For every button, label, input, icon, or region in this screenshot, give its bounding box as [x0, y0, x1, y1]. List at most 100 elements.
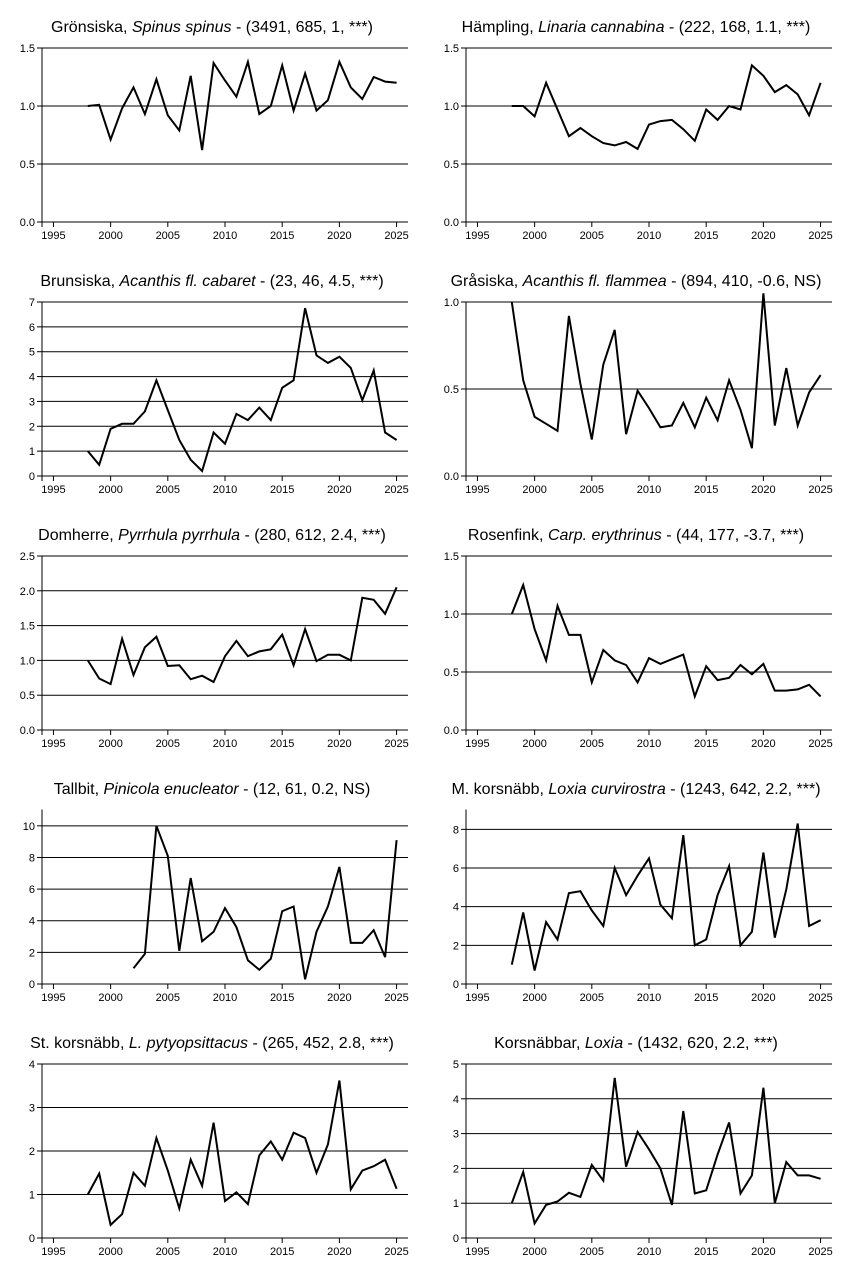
y-tick-label: 0: [453, 979, 459, 991]
x-tick-label: 2005: [580, 992, 604, 1004]
chart-title: Brunsiska, Acanthis fl. cabaret - (23, 4…: [0, 272, 424, 292]
y-tick-label: 8: [29, 852, 35, 864]
chart-plot: 0 1 2 3 4 1995 2000 2005 2010 2015 2020 2025: [29, 1059, 409, 1258]
series-line: [132, 825, 398, 980]
y-tick-label: 0.5: [444, 159, 459, 171]
chart-plot: 0.0 0.5 1.0 1.5 2.0 2.5 1995 2000 2005 2010 2015 20…: [20, 551, 409, 750]
chart-panel: Tallbit, Pinicola enucleator - (12, 61, …: [0, 762, 424, 1016]
x-tick-label: 2020: [327, 738, 351, 750]
chart-plot: 0 1 2 3 4 5 6 7 1995 2000 2005 2010 2015 2020 2025: [29, 297, 409, 496]
x-tick-label: 2025: [384, 738, 408, 750]
x-tick-label: 2010: [637, 484, 661, 496]
series-line: [510, 293, 822, 449]
chart-title-stats: - (1432, 620, 2.2, ***): [623, 1035, 778, 1052]
x-tick-label: 2015: [694, 992, 718, 1004]
x-tick-label: 2000: [522, 484, 546, 496]
series-line: [87, 58, 397, 151]
chart-title-stats: - (23, 46, 4.5, ***): [255, 273, 384, 290]
x-tick-label: 2015: [270, 484, 294, 496]
chart-title-common: Korsnäbbar,: [494, 1035, 585, 1052]
x-tick-label: 2010: [213, 738, 237, 750]
x-tick-label: 2010: [637, 992, 661, 1004]
y-tick-label: 3: [29, 1103, 35, 1115]
x-tick-label: 2025: [384, 992, 408, 1004]
x-tick-label: 2005: [580, 738, 604, 750]
series-line: [511, 63, 822, 151]
y-tick-label: 1.0: [20, 655, 35, 667]
x-tick-label: 2015: [694, 1246, 718, 1258]
y-tick-label: 0: [453, 1233, 459, 1245]
chart-title-species: L. pytyopsittacus: [128, 1035, 249, 1052]
chart-panel: Domherre, Pyrrhula pyrrhula - (280, 612,…: [0, 508, 424, 762]
x-tick-label: 2025: [384, 230, 408, 242]
chart-plot: 0 1 2 3 4 5 1995 2000 2005 2010 2015 2020 2025: [453, 1059, 833, 1258]
chart-title-stats: - (12, 61, 0.2, NS): [238, 781, 371, 798]
x-tick-label: 2010: [637, 1246, 661, 1258]
x-tick-label: 2000: [522, 1246, 546, 1258]
x-tick-label: 2015: [270, 738, 294, 750]
chart-plot: 0.0 0.5 1.0 1.5 1995 2000 2005 2010 2015 2020 2025: [20, 43, 409, 242]
chart-panel: Hämpling, Linaria cannabina - (222, 168,…: [424, 0, 848, 254]
chart-panel: M. korsnäbb, Loxia curvirostra - (1243, …: [424, 762, 848, 1016]
y-tick-label: 0.5: [444, 384, 459, 396]
chart-title-species: Pyrrhula pyrrhula: [118, 527, 240, 544]
chart-title-common: Domherre,: [38, 527, 119, 544]
y-tick-label: 1.5: [444, 43, 459, 55]
y-tick-label: 0.0: [20, 217, 35, 229]
y-tick-label: 0: [29, 1233, 35, 1245]
x-tick-label: 2020: [751, 992, 775, 1004]
series-line: [510, 581, 822, 700]
chart-title: Domherre, Pyrrhula pyrrhula - (280, 612,…: [0, 526, 424, 546]
y-tick-label: 2: [29, 421, 35, 433]
x-tick-label: 2020: [327, 1246, 351, 1258]
chart-title-stats: - (894, 410, -0.6, NS): [666, 273, 822, 290]
x-tick-label: 2010: [213, 1246, 237, 1258]
chart-panel: Korsnäbbar, Loxia - (1432, 620, 2.2, ***…: [424, 1016, 848, 1270]
y-tick-label: 6: [29, 884, 35, 896]
x-tick-label: 1995: [41, 992, 65, 1004]
y-tick-label: 0.0: [444, 217, 459, 229]
chart-title-stats: - (3491, 685, 1, ***): [231, 19, 373, 36]
x-tick-label: 2020: [751, 484, 775, 496]
series-line: [510, 823, 822, 971]
y-tick-label: 1.0: [20, 101, 35, 113]
x-tick-label: 2020: [327, 992, 351, 1004]
x-tick-label: 2015: [270, 230, 294, 242]
y-tick-label: 10: [23, 821, 35, 833]
y-tick-label: 0: [29, 471, 35, 483]
chart-title: Rosenfink, Carp. erythrinus - (44, 177, …: [424, 526, 848, 546]
x-tick-label: 1995: [41, 484, 65, 496]
chart-panel: St. korsnäbb, L. pytyopsittacus - (265, …: [0, 1016, 424, 1270]
y-tick-label: 4: [453, 1094, 459, 1106]
x-tick-label: 2005: [580, 230, 604, 242]
y-tick-label: 6: [29, 322, 35, 334]
x-tick-label: 2025: [384, 484, 408, 496]
chart-title-stats: - (1243, 642, 2.2, ***): [665, 781, 821, 798]
y-tick-label: 0: [29, 979, 35, 991]
chart-title-species: Spinus spinus: [131, 19, 232, 36]
chart-plot: 0.0 0.5 1.0 1995 2000 2005 2010 2015 2020 2025: [444, 293, 833, 496]
x-tick-label: 1995: [41, 230, 65, 242]
x-tick-label: 2000: [98, 992, 122, 1004]
chart-title: Grönsiska, Spinus spinus - (3491, 685, 1…: [0, 18, 424, 38]
chart-title-common: Grönsiska,: [51, 19, 132, 36]
chart-title-species: Linaria cannabina: [538, 19, 665, 36]
x-tick-label: 2005: [156, 1246, 180, 1258]
chart-title: Korsnäbbar, Loxia - (1432, 620, 2.2, ***…: [424, 1034, 848, 1054]
y-tick-label: 1.0: [444, 609, 459, 621]
chart-title-species: Loxia curvirostra: [548, 781, 666, 798]
x-tick-label: 2010: [637, 738, 661, 750]
y-tick-label: 1.0: [444, 297, 459, 309]
x-tick-label: 2025: [808, 1246, 832, 1258]
chart-title: M. korsnäbb, Loxia curvirostra - (1243, …: [424, 780, 848, 800]
y-tick-label: 0.0: [444, 725, 459, 737]
y-tick-label: 4: [29, 1059, 35, 1071]
x-tick-label: 2000: [522, 992, 546, 1004]
chart-title-stats: - (44, 177, -3.7, ***): [661, 527, 805, 544]
chart-panel: Brunsiska, Acanthis fl. cabaret - (23, 4…: [0, 254, 424, 508]
y-tick-label: 1: [29, 446, 35, 458]
x-tick-label: 2025: [808, 738, 832, 750]
x-tick-label: 2000: [98, 1246, 122, 1258]
chart-title-common: St. korsnäbb,: [30, 1035, 129, 1052]
y-tick-label: 1: [453, 1198, 459, 1210]
